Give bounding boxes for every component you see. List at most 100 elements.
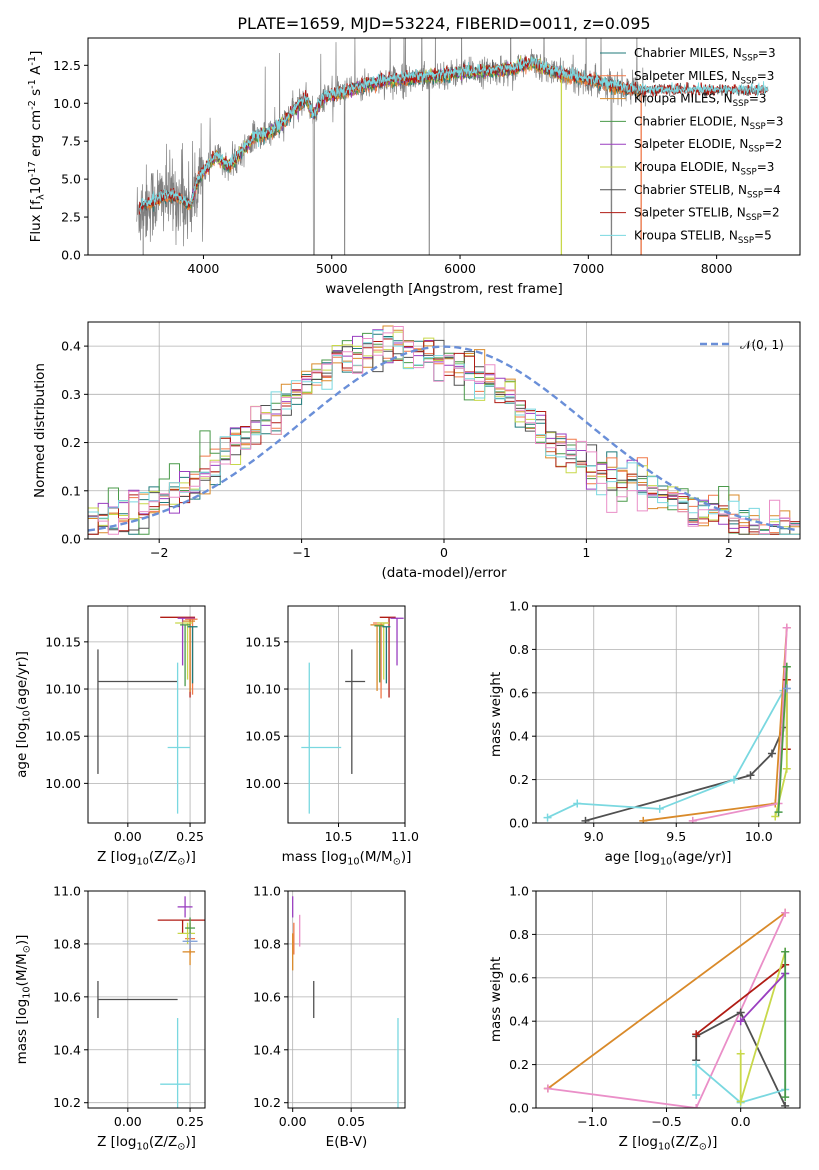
x-tick-label: −1.0 (577, 1114, 607, 1129)
y-axis-label: mass weight (488, 957, 504, 1042)
y-tick-label: 10.10 (45, 682, 81, 697)
data-point (175, 622, 193, 680)
legend-label: Salpeter ELODIE, NSSP​=2 (634, 137, 782, 155)
mass-weight-line (695, 1011, 787, 1107)
x-tick-label: 5000 (316, 261, 348, 276)
x-axis-label: (data-model)/error (381, 565, 507, 581)
mass-weight-marker (736, 1008, 745, 1017)
mass-weight-marker (782, 764, 791, 773)
x-axis-label: age [log10​(age/yr)] (605, 849, 732, 868)
y-tick-label: 0.2 (509, 772, 529, 787)
age-vs-metallicity-panel: 0.00 0.25 10.00 10.05 10.10 10.15 Z [log10​(Z/… (14, 605, 206, 868)
y-tick-label: 0.1 (61, 483, 81, 498)
mass-weight-line (695, 964, 786, 1035)
data-point (177, 896, 193, 918)
gridlines (288, 606, 406, 823)
plot-area (543, 623, 791, 823)
x-tick-label: 0.00 (114, 1114, 142, 1129)
tick-marks (532, 605, 760, 827)
y-tick-label: 10.05 (245, 729, 281, 744)
y-tick-label: 10.2 (53, 1095, 81, 1110)
y-tick-label: 0.8 (509, 642, 529, 657)
data-point (177, 922, 196, 944)
legend-label: 𝒩(0, 1) (740, 338, 784, 352)
x-tick-label: 0.25 (176, 829, 204, 844)
data-point (177, 617, 196, 666)
y-tick-label: 0.3 (61, 387, 81, 402)
y-tick-label: 0.4 (509, 1014, 529, 1029)
data-point (345, 649, 366, 774)
axes-frame (87, 37, 801, 256)
mass-weight-marker (746, 771, 755, 780)
plot-area (292, 896, 399, 1108)
data-point (370, 624, 384, 691)
x-axis-label: E(B-V) (326, 1134, 368, 1150)
mass-weight-marker (655, 804, 664, 813)
data-point (390, 617, 404, 666)
y-tick-label: 0.6 (509, 685, 529, 700)
plot-area (543, 908, 790, 1108)
data-point (97, 980, 178, 1019)
y-tick-label: 5.0 (61, 172, 81, 187)
mass-weight-marker (781, 947, 790, 956)
axes-frame (87, 605, 206, 824)
mass-weight-marker (782, 623, 791, 632)
y-tick-label: 11.0 (53, 884, 81, 899)
data-point (160, 1018, 191, 1108)
legend-label: Chabrier STELIB, NSSP​=4 (634, 183, 781, 201)
x-tick-label: 7000 (572, 261, 604, 276)
residual-histogram-line (88, 326, 800, 535)
tick-marks (84, 64, 718, 259)
axes-frame (535, 890, 801, 1109)
data-point (167, 662, 191, 814)
x-tick-label: 1 (582, 545, 590, 560)
x-tick-label: 4000 (188, 261, 220, 276)
tick-marks (284, 890, 352, 1112)
y-tick-label: 0.8 (509, 927, 529, 942)
mass-weight-marker (692, 1060, 701, 1069)
legend-label: Kroupa MILES, NSSP​=3 (634, 92, 767, 110)
data-point (379, 616, 396, 698)
x-tick-label: 10.0 (745, 829, 773, 844)
y-axis-label: Flux [fλ​10-17​ erg cm-2​ s-1​ A-1​] (27, 51, 47, 243)
axes-frame (87, 890, 206, 1109)
plot-area (97, 616, 198, 814)
mass-weight-marker (639, 816, 648, 823)
mass-weight-marker (736, 1097, 745, 1106)
x-tick-label: 0.25 (176, 1114, 204, 1129)
mass-weight-marker (692, 1030, 701, 1039)
data-point (187, 626, 198, 684)
data-point (301, 662, 342, 814)
x-tick-label: 9.0 (584, 829, 604, 844)
axes-frame (287, 605, 406, 824)
y-axis-label: age [log10​(age/yr)] (14, 651, 33, 778)
model-spectrum-line (139, 56, 769, 212)
x-tick-label: −0.5 (651, 1114, 681, 1129)
y-axis-label: Normed distribution (32, 363, 48, 498)
massweight-vs-metallicity-panel: −1.0 −0.5 0.0 0.0 0.2 0.4 0.6 0.8 1.0 Z [log10​(Z… (488, 884, 801, 1153)
data-point (180, 624, 191, 687)
mass-weight-marker (692, 1104, 701, 1108)
residual-histogram-line (88, 332, 800, 535)
x-tick-label: 8000 (701, 261, 733, 276)
x-tick-label: 0.0 (731, 1114, 751, 1129)
x-tick-label: 6000 (444, 261, 476, 276)
y-tick-label: 0.2 (61, 435, 81, 450)
mass-weight-marker (573, 799, 582, 808)
age-vs-mass-panel: 10.5 11.0 10.00 10.05 10.10 10.15 mass [log10​… (245, 605, 419, 868)
data-point (377, 622, 390, 680)
axes-frame (535, 605, 801, 824)
mass-weight-marker (692, 1090, 701, 1099)
y-tick-label: 0.6 (509, 970, 529, 985)
y-tick-label: 10.2 (253, 1095, 281, 1110)
tick-marks (84, 890, 191, 1112)
mass-weight-marker (782, 684, 791, 693)
plot-area (97, 896, 205, 1108)
y-tick-label: 1.0 (509, 599, 529, 614)
data-point (374, 625, 384, 683)
data-point (182, 933, 198, 950)
x-tick-label: 0.05 (337, 1114, 365, 1129)
y-tick-label: 0.0 (61, 248, 81, 263)
mass-weight-line (740, 972, 786, 1022)
axes-frame (87, 321, 801, 540)
